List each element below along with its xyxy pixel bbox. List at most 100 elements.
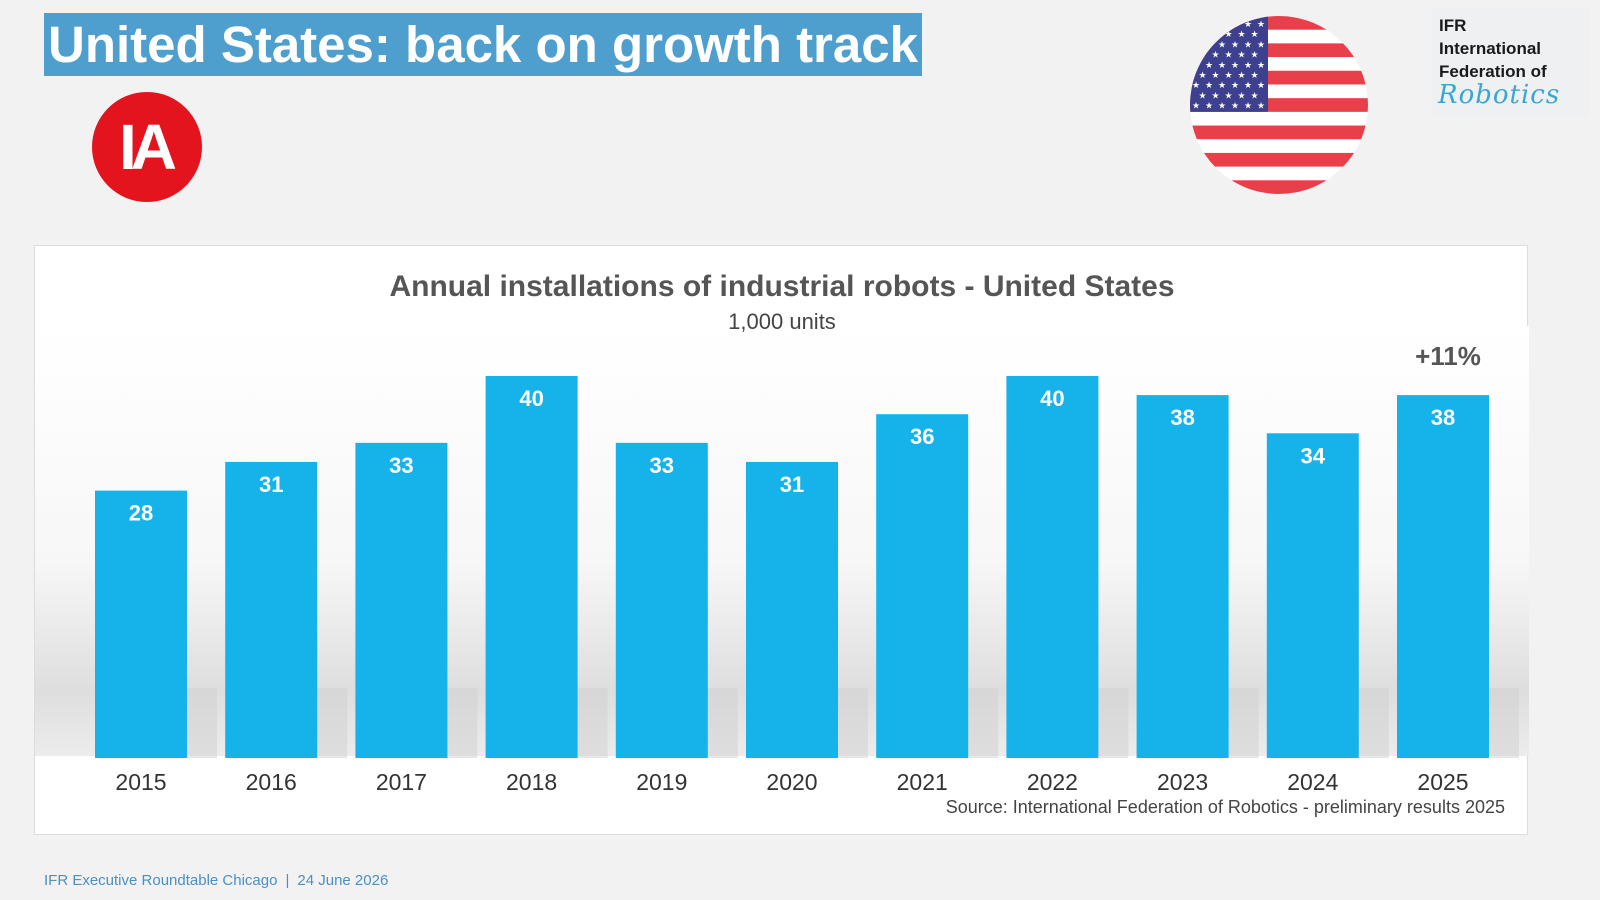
data-label: 40: [1040, 386, 1064, 411]
svg-text:★: ★: [1237, 29, 1245, 39]
bar-2018: [485, 376, 578, 758]
svg-text:★: ★: [1237, 90, 1245, 100]
data-label: 40: [519, 386, 543, 411]
svg-text:★: ★: [1250, 90, 1258, 100]
ifr-logo-script: Robotics: [1438, 80, 1561, 110]
data-label: 31: [259, 472, 283, 497]
growth-annotation: +11%: [1415, 341, 1481, 371]
svg-text:★: ★: [1198, 50, 1206, 60]
ia-logo: IA: [92, 92, 202, 202]
svg-text:★: ★: [1205, 39, 1213, 49]
svg-text:★: ★: [1211, 50, 1219, 60]
svg-text:★: ★: [1250, 70, 1258, 80]
svg-text:★: ★: [1244, 101, 1252, 111]
bar-2020: [746, 461, 838, 758]
x-tick-label: 2021: [897, 769, 948, 795]
x-tick-label: 2015: [115, 769, 166, 795]
svg-text:★: ★: [1224, 90, 1232, 100]
svg-text:★: ★: [1205, 80, 1213, 90]
svg-text:★: ★: [1237, 70, 1245, 80]
svg-text:★: ★: [1211, 90, 1219, 100]
svg-text:★: ★: [1231, 101, 1239, 111]
svg-text:★: ★: [1244, 39, 1252, 49]
svg-text:★: ★: [1224, 70, 1232, 80]
x-tick-label: 2017: [376, 769, 427, 795]
svg-text:★: ★: [1198, 90, 1206, 100]
data-label: 38: [1170, 405, 1194, 430]
svg-text:★: ★: [1218, 101, 1226, 111]
bars-group: 28 2015 31 2016 33 2017 40 2018 33 2019 31 2020 36 20…: [95, 376, 1519, 795]
x-tick-label: 2020: [766, 769, 817, 795]
svg-text:★: ★: [1257, 19, 1265, 29]
svg-text:★: ★: [1231, 19, 1239, 29]
x-tick-label: 2016: [246, 769, 297, 795]
ifr-logo-line: International: [1439, 39, 1542, 58]
chart-source: Source: International Federation of Robo…: [946, 797, 1505, 817]
svg-text:★: ★: [1192, 60, 1200, 70]
data-label: 28: [129, 501, 153, 526]
svg-text:★: ★: [1211, 29, 1219, 39]
svg-text:★: ★: [1192, 80, 1200, 90]
svg-text:★: ★: [1257, 60, 1265, 70]
svg-text:★: ★: [1198, 29, 1206, 39]
data-label: 33: [650, 453, 674, 478]
ia-logo-text: IA: [119, 111, 176, 183]
x-tick-label: 2022: [1027, 769, 1078, 795]
x-tick-label: 2024: [1287, 769, 1338, 795]
svg-text:★: ★: [1224, 29, 1232, 39]
footer-separator: |: [285, 872, 290, 889]
svg-text:★: ★: [1250, 50, 1258, 60]
svg-text:★: ★: [1192, 101, 1200, 111]
svg-text:★: ★: [1244, 60, 1252, 70]
footer: IFR Executive Roundtable Chicago | 24 June…: [44, 872, 388, 889]
svg-text:★: ★: [1218, 60, 1226, 70]
bar-2022: [1006, 376, 1099, 758]
bar-2019: [615, 442, 708, 758]
svg-text:★: ★: [1192, 39, 1200, 49]
svg-text:★: ★: [1198, 70, 1206, 80]
svg-text:★: ★: [1218, 19, 1226, 29]
footer-date: 24 June 2026: [297, 872, 389, 889]
svg-text:★: ★: [1244, 19, 1252, 29]
data-label: 31: [780, 472, 804, 497]
svg-text:★: ★: [1218, 80, 1226, 90]
bar-chart: Annual installations of industrial robot…: [35, 270, 1529, 817]
bar-2016: [225, 461, 318, 758]
svg-text:★: ★: [1257, 80, 1265, 90]
svg-text:★: ★: [1231, 60, 1239, 70]
bar-2021: [876, 414, 969, 758]
ifr-logo-line: Federation of: [1439, 62, 1547, 81]
bar-2015: [95, 490, 187, 758]
chart-title: Annual installations of industrial robot…: [389, 270, 1174, 303]
footer-event: IFR Executive Roundtable Chicago: [44, 872, 278, 889]
svg-text:★: ★: [1237, 50, 1245, 60]
svg-text:★: ★: [1205, 19, 1213, 29]
chart-panel: Annual installations of industrial robot…: [34, 245, 1529, 835]
bar-2024: [1266, 433, 1359, 758]
bar-2025: [1397, 395, 1489, 758]
svg-text:★: ★: [1257, 39, 1265, 49]
ifr-logo: IFR International Federation of Robotics: [1432, 8, 1590, 116]
data-label: 34: [1301, 443, 1326, 468]
svg-text:★: ★: [1231, 39, 1239, 49]
ifr-logo-line: IFR: [1439, 16, 1467, 35]
us-flag-icon: ★ ★ ★ ★ ★ ★★ ★ ★ ★ ★★ ★ ★ ★ ★ ★★ ★ ★ ★ ★★ ★ ★ ★ ★ ★★ ★ ★ ★ ★★ ★ ★ ★ ★ ★★…: [1190, 16, 1368, 194]
svg-text:★: ★: [1211, 70, 1219, 80]
bar-2023: [1136, 395, 1229, 758]
svg-text:★: ★: [1218, 39, 1226, 49]
x-tick-label: 2018: [506, 769, 557, 795]
chart-subtitle: 1,000 units: [728, 309, 836, 334]
svg-text:★: ★: [1205, 101, 1213, 111]
x-tick-label: 2023: [1157, 769, 1208, 795]
svg-text:★: ★: [1250, 29, 1258, 39]
svg-text:★: ★: [1224, 50, 1232, 60]
svg-text:★: ★: [1192, 19, 1200, 29]
svg-text:★: ★: [1244, 80, 1252, 90]
svg-text:★: ★: [1257, 101, 1265, 111]
svg-text:★: ★: [1205, 60, 1213, 70]
x-tick-label: 2025: [1417, 769, 1468, 795]
data-label: 38: [1431, 405, 1455, 430]
svg-text:★: ★: [1231, 80, 1239, 90]
data-label: 33: [389, 453, 413, 478]
x-tick-label: 2019: [636, 769, 687, 795]
